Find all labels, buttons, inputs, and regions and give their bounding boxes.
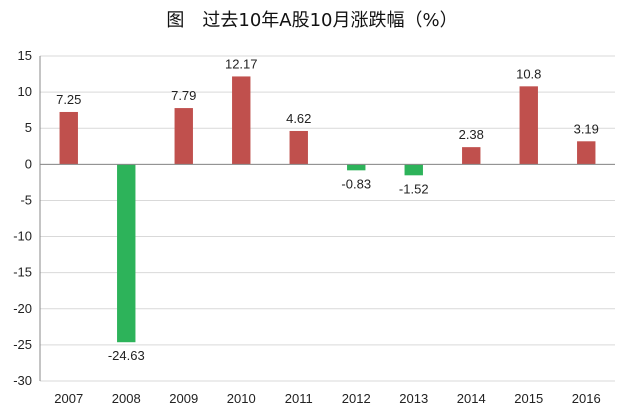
bar xyxy=(232,76,251,165)
x-tick-label: 2014 xyxy=(457,391,486,406)
y-axis-ticks: 15 10 5 0 -5 -10 -15 -20 -25 -30 xyxy=(13,48,32,388)
data-labels: 7.25 -24.63 7.79 12.17 4.62 -0.83 -1.52 2.38 10.… xyxy=(56,56,599,363)
y-tick-label: -20 xyxy=(13,301,32,316)
data-label: 7.79 xyxy=(171,88,196,103)
y-tick-label: -15 xyxy=(13,265,32,280)
bar xyxy=(174,108,193,165)
x-tick-label: 2010 xyxy=(227,391,256,406)
x-tick-label: 2009 xyxy=(169,391,198,406)
data-label: 10.8 xyxy=(516,66,541,81)
y-tick-label: -30 xyxy=(13,373,32,388)
y-tick-label: -25 xyxy=(13,337,32,352)
bar xyxy=(404,164,423,176)
axes xyxy=(39,56,615,381)
data-label: 12.17 xyxy=(225,56,258,71)
x-tick-label: 2013 xyxy=(399,391,428,406)
x-tick-label: 2011 xyxy=(285,391,313,406)
x-tick-label: 2012 xyxy=(342,391,371,406)
x-tick-label: 2015 xyxy=(514,391,543,406)
bar xyxy=(462,147,481,165)
bars xyxy=(59,76,596,343)
bar xyxy=(289,130,308,165)
data-label: 3.19 xyxy=(574,121,599,136)
y-tick-label: -5 xyxy=(20,192,32,207)
bar xyxy=(347,164,366,171)
y-tick-label: 10 xyxy=(18,84,32,99)
data-label: 2.38 xyxy=(459,127,484,142)
y-tick-label: 15 xyxy=(18,48,32,63)
x-tick-label: 2007 xyxy=(54,391,83,406)
bar xyxy=(117,164,136,343)
data-label: -0.83 xyxy=(341,176,371,191)
chart-title: 图 过去10年A股10月涨跌幅（%） xyxy=(166,10,457,31)
bar xyxy=(59,111,78,165)
x-tick-label: 2016 xyxy=(572,391,601,406)
y-tick-label: 0 xyxy=(25,156,32,171)
data-label: -1.52 xyxy=(399,181,429,196)
bar xyxy=(577,141,596,165)
data-label: 4.62 xyxy=(286,111,311,126)
y-tick-label: 5 xyxy=(25,120,32,135)
x-axis-ticks: 2007 2008 2009 2010 2011 2012 2013 2014 2015 2016 xyxy=(54,391,600,406)
x-tick-label: 2008 xyxy=(112,391,141,406)
data-label: 7.25 xyxy=(56,92,81,107)
bar xyxy=(519,86,538,165)
y-tick-label: -10 xyxy=(13,229,32,244)
data-label: -24.63 xyxy=(108,348,145,363)
